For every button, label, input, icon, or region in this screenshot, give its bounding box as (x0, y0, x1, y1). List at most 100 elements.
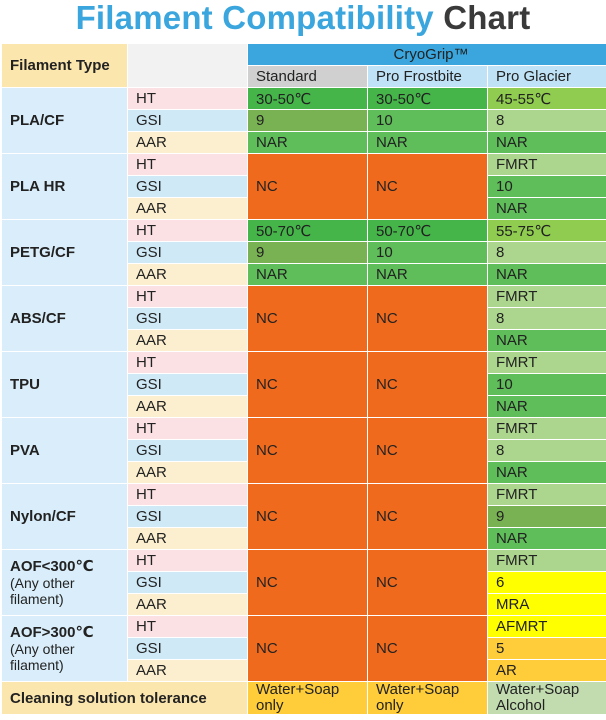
cell-pva-glacier-gsi: 8 (486, 439, 606, 462)
chart-title: Filament Compatibility Chart (0, 0, 606, 40)
property-label-ht: HT (127, 87, 248, 110)
cell-aof-over-300-glacier-ht: AFMRT (486, 615, 606, 638)
cell-petg-cf-glacier-aar: NAR (486, 263, 606, 286)
cell-pva-glacier-aar: NAR (486, 461, 606, 484)
cell-abs-cf-glacier-gsi: 8 (486, 307, 606, 330)
property-label-ht: HT (127, 219, 248, 242)
property-label-gsi: GSI (127, 439, 248, 462)
cell-petg-cf-glacier-ht: 55-75℃ (486, 219, 606, 242)
cell-aof-over-300-standard: NC (247, 615, 368, 682)
cell-nylon-cf-glacier-gsi: 9 (486, 505, 606, 528)
property-label-gsi: GSI (127, 109, 248, 132)
cell-abs-cf-glacier-aar: NAR (486, 329, 606, 352)
cell-petg-cf-standard-aar: NAR (247, 263, 368, 286)
title-part-1: Filament Compatibility (75, 0, 434, 36)
filament-type-aof-over-300-subtitle: (Any other filament) (10, 640, 75, 673)
property-label-aar: AAR (127, 329, 248, 352)
cell-pla-cf-standard-gsi: 9 (247, 109, 368, 132)
property-label-gsi: GSI (127, 571, 248, 594)
brand-header: CryoGrip™ (246, 43, 606, 66)
cell-pla-cf-glacier-ht: 45-55℃ (486, 87, 606, 110)
filament-type-petg-cf: PETG/CF (1, 219, 128, 286)
cell-nylon-cf-glacier-ht: FMRT (486, 483, 606, 506)
cell-nylon-cf-frostbite: NC (367, 483, 488, 550)
cell-aof-under-300-glacier-aar: MRA (486, 593, 606, 616)
cell-tpu-glacier-gsi: 10 (486, 373, 606, 396)
filament-type-header: Filament Type (1, 43, 128, 88)
cell-pla-hr-standard: NC (247, 153, 368, 220)
cell-aof-under-300-standard: NC (247, 549, 368, 616)
property-label-ht: HT (127, 351, 248, 374)
property-label-aar: AAR (127, 461, 248, 484)
property-label-gsi: GSI (127, 307, 248, 330)
cleaning-solution-label: Cleaning solution tolerance (1, 681, 248, 715)
cell-pla-cf-glacier-aar: NAR (486, 131, 606, 154)
cell-aof-over-300-frostbite: NC (367, 615, 488, 682)
cleaning-frostbite-text: Water+Soap only (376, 681, 460, 714)
cleaning-frostbite: Water+Soap only (367, 681, 488, 715)
cell-petg-cf-standard-gsi: 9 (247, 241, 368, 264)
property-label-gsi: GSI (127, 241, 248, 264)
cell-abs-cf-glacier-ht: FMRT (486, 285, 606, 308)
property-label-aar: AAR (127, 395, 248, 418)
cell-petg-cf-glacier-gsi: 8 (486, 241, 606, 264)
property-label-aar: AAR (127, 593, 248, 616)
cell-pva-standard: NC (247, 417, 368, 484)
filament-type-nylon-cf: Nylon/CF (1, 483, 128, 550)
property-label-gsi: GSI (127, 373, 248, 396)
cell-pla-hr-glacier-gsi: 10 (486, 175, 606, 198)
filament-type-aof-under-300: AOF<300℃ (Any other filament) (1, 549, 128, 616)
filament-type-aof-under-300-subtitle: (Any other filament) (10, 574, 75, 607)
property-label-ht: HT (127, 615, 248, 638)
cell-abs-cf-standard: NC (247, 285, 368, 352)
cell-aof-under-300-frostbite: NC (367, 549, 488, 616)
property-label-gsi: GSI (127, 175, 248, 198)
cell-pla-cf-standard-aar: NAR (247, 131, 368, 154)
filament-type-abs-cf: ABS/CF (1, 285, 128, 352)
property-label-ht: HT (127, 483, 248, 506)
cell-aof-over-300-glacier-aar: AR (486, 659, 606, 682)
cell-pla-hr-glacier-aar: NAR (486, 197, 606, 220)
property-label-ht: HT (127, 417, 248, 440)
property-label-ht: HT (127, 549, 248, 572)
filament-type-aof-over-300: AOF>300℃ (Any other filament) (1, 615, 128, 682)
cell-nylon-cf-glacier-aar: NAR (486, 527, 606, 550)
cell-tpu-frostbite: NC (367, 351, 488, 418)
property-label-aar: AAR (127, 197, 248, 220)
cell-pla-hr-glacier-ht: FMRT (486, 153, 606, 176)
filament-type-aof-under-300-name: AOF<300℃ (10, 557, 94, 575)
cell-pla-cf-frostbite-aar: NAR (367, 131, 488, 154)
property-header-blank (127, 43, 248, 88)
cleaning-standard: Water+Soap only (247, 681, 368, 715)
property-label-gsi: GSI (127, 505, 248, 528)
cell-petg-cf-frostbite-gsi: 10 (367, 241, 488, 264)
cell-aof-over-300-glacier-gsi: 5 (486, 637, 606, 660)
filament-type-pla-cf: PLA/CF (1, 87, 128, 154)
property-label-gsi: GSI (127, 637, 248, 660)
cell-aof-under-300-glacier-ht: FMRT (486, 549, 606, 572)
property-label-aar: AAR (127, 131, 248, 154)
cell-pla-cf-standard-ht: 30-50℃ (247, 87, 368, 110)
property-label-aar: AAR (127, 527, 248, 550)
column-header-pro-glacier: Pro Glacier (486, 65, 606, 88)
cell-nylon-cf-standard: NC (247, 483, 368, 550)
cell-pva-frostbite: NC (367, 417, 488, 484)
property-label-ht: HT (127, 285, 248, 308)
title-part-2: Chart (443, 0, 531, 36)
column-header-standard: Standard (247, 65, 368, 88)
property-label-aar: AAR (127, 659, 248, 682)
cell-tpu-standard: NC (247, 351, 368, 418)
cell-tpu-glacier-ht: FMRT (486, 351, 606, 374)
cleaning-glacier: Water+Soap Alcohol (486, 681, 606, 715)
compatibility-table: Filament Type CryoGrip™ Standard Pro Fro… (1, 43, 606, 715)
cell-pla-hr-frostbite: NC (367, 153, 488, 220)
cell-abs-cf-frostbite: NC (367, 285, 488, 352)
cleaning-standard-text: Water+Soap only (256, 681, 340, 714)
cell-aof-under-300-glacier-gsi: 6 (486, 571, 606, 594)
filament-type-aof-over-300-name: AOF>300℃ (10, 623, 94, 641)
cell-pla-cf-frostbite-ht: 30-50℃ (367, 87, 488, 110)
filament-type-tpu: TPU (1, 351, 128, 418)
cell-petg-cf-frostbite-ht: 50-70℃ (367, 219, 488, 242)
column-header-pro-frostbite: Pro Frostbite (367, 65, 488, 88)
cell-tpu-glacier-aar: NAR (486, 395, 606, 418)
